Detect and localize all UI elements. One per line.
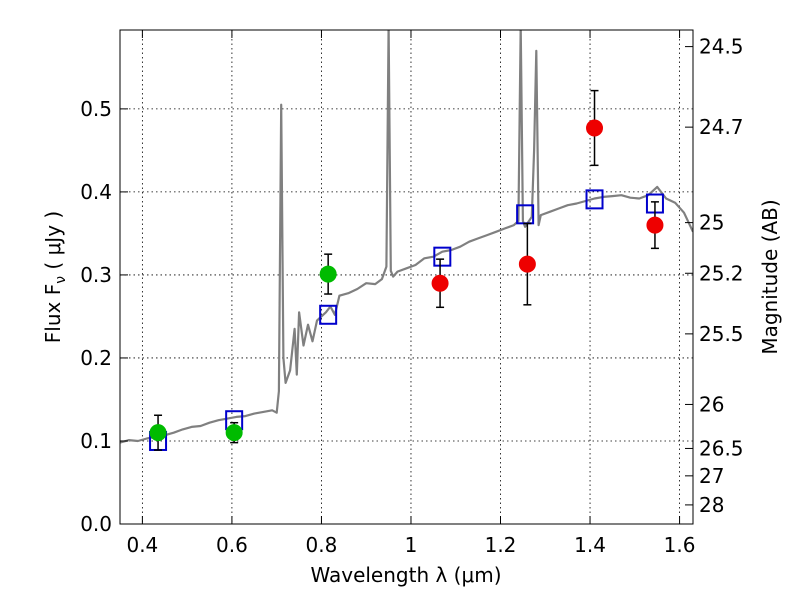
plot-area — [120, 30, 693, 451]
model-photometry-square — [433, 246, 452, 267]
observed-green-point — [225, 424, 243, 442]
x-axis-label: Wavelength λ (μm) — [310, 563, 501, 587]
y2-tick-label: 24.7 — [699, 115, 744, 139]
ticks: 0.4 0.6 0.8 1 1.2 1.4 1.6 0.0 0.1 0.2 0.3 0.4 0.5 24.… — [80, 30, 744, 557]
y2-tick-label: 25.2 — [699, 261, 744, 285]
y-tick-label: 0.5 — [80, 97, 112, 121]
y2-tick-label: 26.5 — [699, 436, 744, 460]
model-spectrum-line — [120, 30, 693, 444]
plot-frame — [119, 29, 694, 525]
x-tick-label: 1.2 — [485, 533, 517, 557]
y2-tick-label: 25.5 — [699, 322, 744, 346]
y2-tick-label: 28 — [699, 493, 724, 517]
plot-background — [120, 30, 693, 524]
y2-tick-label: 26 — [699, 392, 724, 416]
y-tick-label: 0.2 — [80, 346, 112, 370]
y-axis-label-subscript: ν — [53, 276, 69, 284]
x-tick-label: 1 — [405, 533, 418, 557]
x-tick-label: 0.4 — [126, 533, 158, 557]
y-axis-label-main: Flux F — [41, 284, 65, 343]
y2-axis-label: Magnitude (AB) — [758, 199, 782, 354]
observed-green-point — [149, 424, 167, 442]
grid — [120, 30, 693, 525]
y-tick-label: 0.1 — [80, 429, 112, 453]
y-axis-label-unit: ( μJy ) — [41, 211, 65, 276]
observed-red-point — [646, 216, 664, 234]
data-layer — [120, 30, 693, 451]
y-tick-label: 0.0 — [80, 512, 112, 536]
x-tick-label: 0.6 — [216, 533, 248, 557]
y2-tick-label: 27 — [699, 464, 724, 488]
observed-red-point — [586, 119, 604, 137]
observed-green-point — [319, 265, 337, 283]
y2-tick-label: 25 — [699, 211, 724, 235]
observed-red-point — [518, 255, 536, 273]
y2-tick-label: 24.5 — [699, 35, 744, 59]
x-tick-label: 1.4 — [574, 533, 606, 557]
y-tick-label: 0.3 — [80, 263, 112, 287]
y-tick-label: 0.4 — [80, 180, 112, 204]
x-tick-label: 0.8 — [306, 533, 338, 557]
y-axis-label: Flux Fν ( μJy ) — [41, 211, 69, 343]
observed-red-point — [431, 274, 449, 292]
model-photometry-square — [319, 304, 338, 325]
x-tick-label: 1.6 — [664, 533, 696, 557]
model-photometry-square — [585, 189, 604, 210]
